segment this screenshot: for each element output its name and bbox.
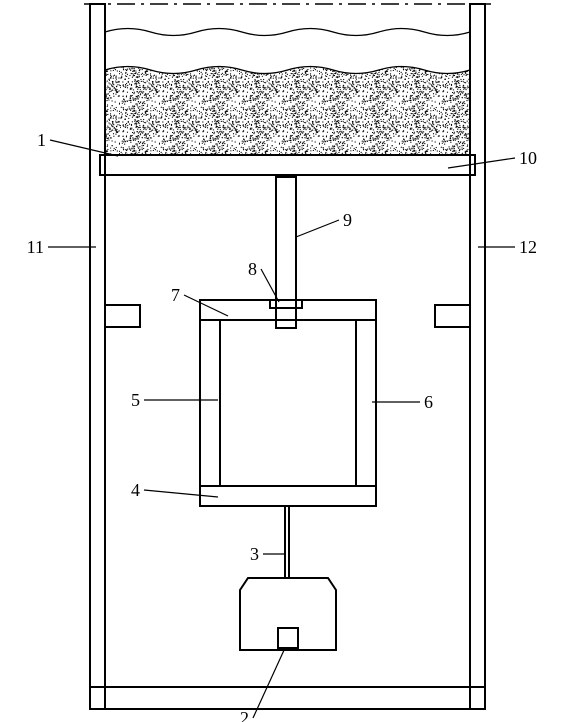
label-5: 5 — [131, 390, 140, 410]
label-1: 1 — [37, 130, 46, 150]
nut-8 — [270, 300, 302, 308]
label-10: 10 — [519, 148, 537, 168]
label-9: 9 — [343, 210, 352, 230]
wave-upper — [105, 29, 470, 36]
shelf-right — [435, 305, 470, 327]
label-7: 7 — [171, 285, 180, 305]
leader-10 — [448, 158, 515, 168]
inner-left-5 — [200, 320, 220, 486]
inner-top-7 — [200, 300, 376, 320]
outer-wall-left — [90, 4, 105, 709]
label-12: 12 — [519, 237, 537, 257]
plate-10 — [100, 155, 475, 175]
screw-9 — [276, 177, 296, 328]
inner-right-6 — [356, 320, 376, 486]
label-4: 4 — [131, 480, 140, 500]
label-3: 3 — [250, 544, 259, 564]
leader-2 — [253, 648, 285, 718]
shaft-3 — [285, 506, 289, 578]
leader-9 — [296, 220, 339, 237]
inner-bottom-4 — [200, 486, 376, 506]
motor-slot — [278, 628, 298, 648]
leader-7 — [184, 295, 228, 316]
label-2: 2 — [240, 708, 249, 722]
outer-floor — [90, 687, 485, 709]
leader-4 — [144, 490, 218, 497]
shelf-left — [105, 305, 140, 327]
granular-fill — [105, 67, 470, 156]
label-11: 11 — [27, 237, 44, 257]
label-6: 6 — [424, 392, 433, 412]
label-8: 8 — [248, 259, 257, 279]
motor-2 — [240, 578, 336, 650]
outer-wall-right — [470, 4, 485, 709]
